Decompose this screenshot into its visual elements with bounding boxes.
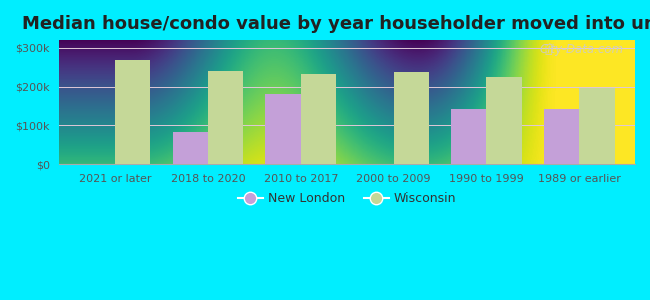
Bar <box>486 77 522 164</box>
Bar <box>301 74 336 164</box>
Bar <box>579 88 614 164</box>
Bar <box>544 109 579 164</box>
Bar <box>394 72 429 164</box>
Bar <box>451 109 486 164</box>
Text: ⓘ: ⓘ <box>544 43 552 56</box>
Legend: New London, Wisconsin: New London, Wisconsin <box>233 187 462 210</box>
Bar <box>115 60 150 164</box>
Bar <box>208 71 243 164</box>
Bar <box>173 132 208 164</box>
Bar <box>265 94 301 164</box>
Title: Median house/condo value by year householder moved into unit: Median house/condo value by year househo… <box>23 15 650 33</box>
Text: City-Data.com: City-Data.com <box>540 43 623 56</box>
